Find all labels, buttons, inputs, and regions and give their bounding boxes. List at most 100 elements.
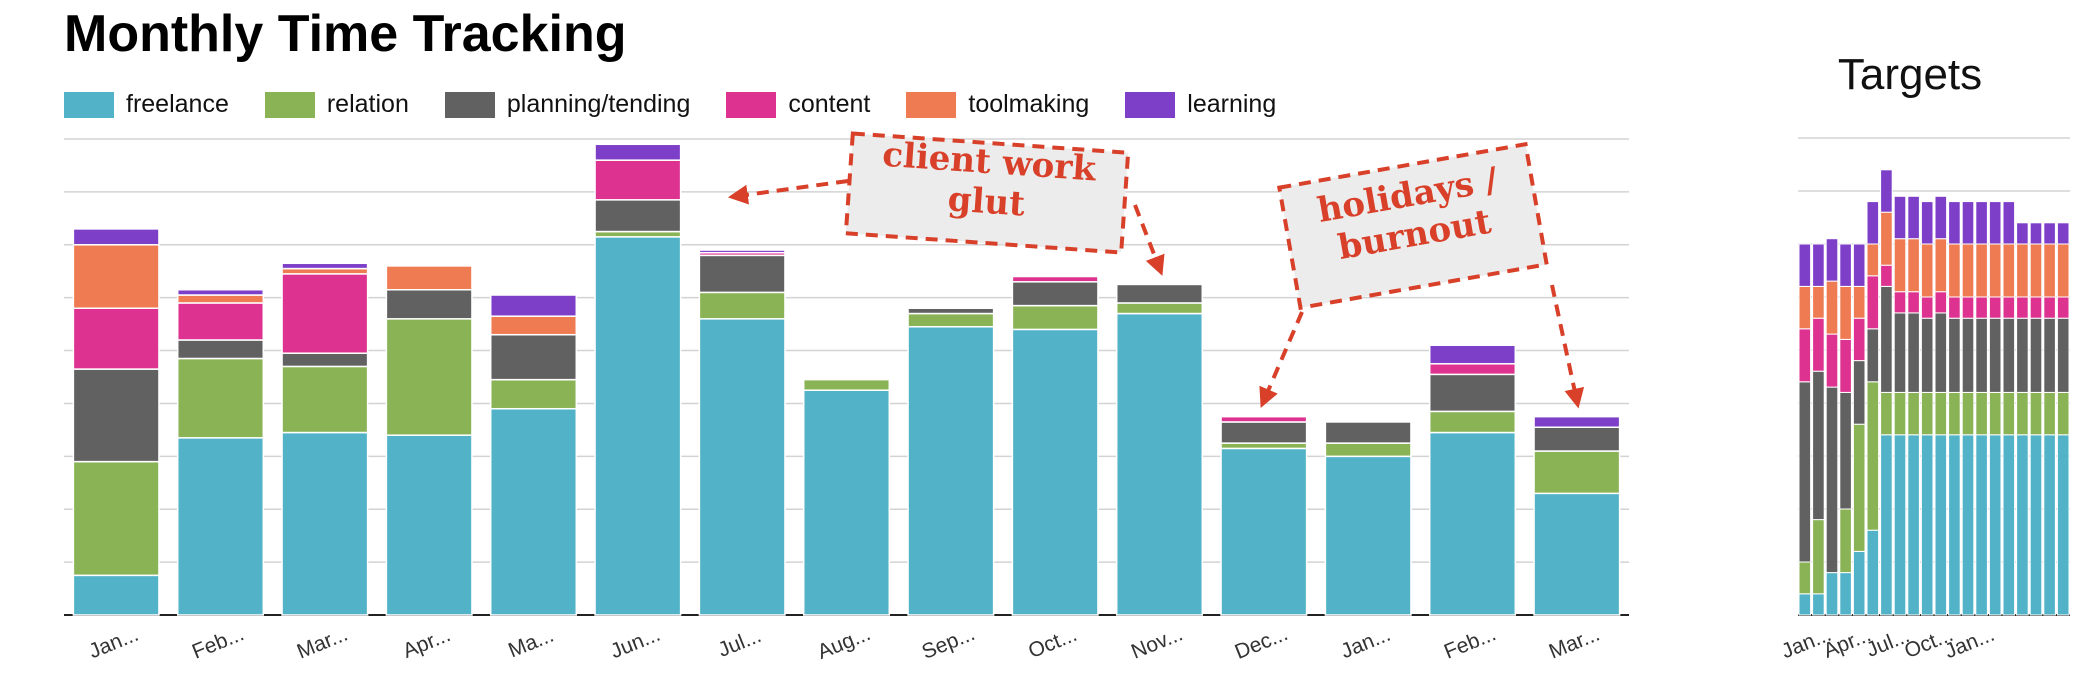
target-bar-content: [1907, 291, 1920, 314]
bar-content: [1220, 415, 1308, 423]
target-bar-learning: [1839, 243, 1852, 287]
bar-relation: [385, 318, 473, 436]
target-bar-freelance: [1880, 434, 1893, 616]
target-bar-learning: [1934, 195, 1948, 240]
x-tick-label: Jan...: [1338, 623, 1394, 664]
legend-swatch-freelance: [64, 91, 114, 118]
targets-chart-title: Targets: [1837, 50, 1983, 99]
bar-content: [72, 307, 160, 370]
target-bar-planning-tending: [1798, 381, 1812, 563]
bar-content: [176, 302, 265, 341]
target-bar-toolmaking: [1975, 243, 1988, 298]
bar-relation: [1220, 442, 1308, 450]
target-bar-learning: [1961, 201, 1975, 245]
target-bar-content: [1880, 264, 1893, 287]
target-bar-learning: [1880, 169, 1893, 213]
target-bar-relation: [1975, 391, 1988, 436]
legend-item-content: content: [726, 90, 870, 119]
bar-relation: [489, 378, 578, 410]
target-bar-freelance: [1907, 434, 1920, 616]
target-bar-learning: [2056, 222, 2070, 245]
target-bar-relation: [1812, 519, 1825, 595]
legend-swatch-content: [726, 91, 777, 118]
target-bar-freelance: [1920, 434, 1934, 616]
bar-freelance: [1428, 431, 1517, 616]
bar-freelance: [72, 574, 160, 616]
bar-relation: [698, 291, 786, 320]
bar-planning-tending: [594, 199, 682, 233]
target-bar-relation: [2016, 391, 2029, 436]
legend-item-relation: relation: [264, 90, 409, 119]
target-bar-planning-tending: [1812, 370, 1825, 521]
x-tick-label: Jan...: [86, 623, 142, 664]
bar-learning: [176, 288, 265, 296]
target-bar-toolmaking: [1880, 211, 1893, 266]
bar-freelance: [1533, 492, 1621, 616]
target-bar-freelance: [1798, 593, 1812, 616]
bar-relation: [1533, 450, 1621, 495]
target-bar-planning-tending: [1839, 391, 1852, 510]
target-bar-learning: [1825, 238, 1839, 282]
bar-relation: [907, 312, 995, 328]
bar-planning-tending: [1428, 373, 1517, 413]
bar-freelance: [907, 326, 995, 616]
target-bar-planning-tending: [1866, 328, 1880, 383]
target-bar-toolmaking: [1825, 280, 1839, 335]
bar-planning-tending: [1115, 283, 1204, 304]
x-tick-label: Jun...: [607, 623, 663, 664]
target-bar-freelance: [2043, 434, 2056, 616]
target-bar-content: [1893, 291, 1907, 314]
bar-learning: [489, 294, 578, 317]
target-bar-relation: [1852, 423, 1866, 552]
bar-freelance: [385, 434, 473, 616]
target-bar-relation: [1880, 391, 1893, 436]
bar-planning-tending: [1324, 421, 1412, 444]
target-bar-relation: [1907, 391, 1920, 436]
bar-learning: [1428, 344, 1517, 365]
bar-learning: [281, 262, 369, 270]
bar-relation: [1011, 304, 1099, 331]
callout-box: [843, 131, 1131, 255]
target-bar-content: [2056, 296, 2070, 319]
target-bar-toolmaking: [1839, 285, 1852, 340]
target-bar-toolmaking: [1798, 285, 1812, 330]
bar-planning-tending: [385, 288, 473, 320]
target-bar-learning: [1812, 243, 1825, 287]
target-bar-toolmaking: [1866, 243, 1880, 277]
target-bar-learning: [1866, 201, 1880, 245]
target-bar-freelance: [1812, 593, 1825, 616]
target-bar-relation: [1893, 391, 1907, 436]
legend-swatch-learning: [1125, 91, 1176, 118]
target-bar-content: [1961, 296, 1975, 319]
bar-learning: [698, 249, 786, 254]
bar-freelance: [698, 318, 786, 616]
x-tick-label: Apr...: [400, 623, 454, 663]
target-bar-freelance: [1852, 550, 1866, 616]
bar-toolmaking: [489, 315, 578, 336]
target-bar-relation: [1988, 391, 2002, 436]
target-bar-toolmaking: [1934, 238, 1948, 293]
legend-item-learning: learning: [1125, 90, 1276, 119]
target-bar-toolmaking: [1961, 243, 1975, 298]
bar-relation: [1324, 442, 1412, 458]
target-bar-content: [1866, 275, 1880, 330]
bar-content: [594, 159, 682, 201]
target-bar-content: [1920, 296, 1934, 319]
target-bar-learning: [1893, 195, 1907, 240]
target-bar-toolmaking: [2043, 243, 2056, 298]
target-bar-learning: [1988, 201, 2002, 245]
bar-toolmaking: [72, 244, 160, 309]
x-tick-label: Feb...: [1441, 622, 1499, 663]
bar-planning-tending: [1533, 426, 1621, 452]
legend: freelance relation planning/tending content…: [64, 90, 1312, 119]
legend-label: content: [788, 90, 871, 118]
target-bar-relation: [2056, 391, 2070, 436]
target-bar-content: [1825, 333, 1839, 388]
target-bar-content: [1852, 317, 1866, 362]
legend-label: toolmaking: [968, 90, 1090, 118]
target-bar-toolmaking: [1893, 238, 1907, 293]
target-bar-planning-tending: [1907, 312, 1920, 393]
target-bar-content: [1839, 338, 1852, 393]
target-bar-relation: [1934, 391, 1948, 436]
